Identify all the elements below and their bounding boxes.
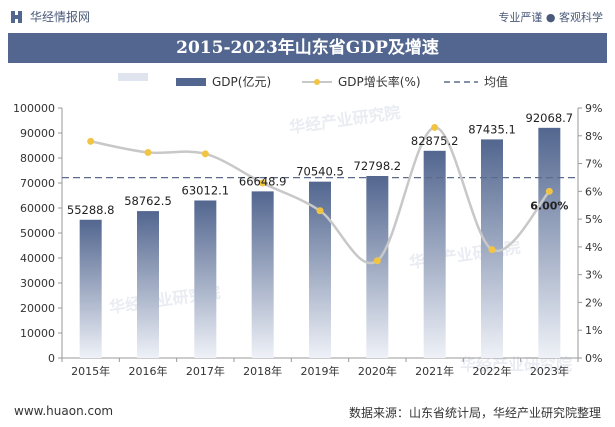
gdp-value-label: 92068.7: [526, 111, 574, 125]
gdp-value-label: 82875.2: [411, 134, 459, 148]
x-tick-label: 2021年: [415, 364, 454, 378]
footer-source: 数据来源：山东省统计局，华经产业研究院整理: [348, 406, 601, 420]
growth-rate-point: [316, 207, 324, 215]
gdp-bar: [79, 219, 102, 358]
gdp-value-label: 58762.5: [124, 194, 172, 208]
footer: www.huaon.com 数据来源：山东省统计局，华经产业研究院整理: [0, 398, 615, 427]
axes: 0 10000 20000 30000 40000 50000 60000 70000 8000…: [13, 102, 602, 378]
growth-rate-point: [201, 150, 209, 158]
y-right-tick-label: 3%: [585, 269, 602, 282]
y-right-tick-label: 2%: [585, 296, 602, 309]
legend-item-average: 均值: [444, 73, 508, 90]
legend-item-growth: GDP增长率(%): [302, 73, 421, 90]
gdp-bar: [366, 176, 389, 358]
gdp-value-label: 72798.2: [354, 159, 402, 173]
brand: 华经情报网: [10, 8, 90, 25]
growth-rate-point: [431, 123, 439, 131]
y-right-tick-label: 6%: [585, 185, 602, 198]
bars: [79, 127, 561, 358]
y-right-tick-label: 1%: [585, 324, 602, 337]
y-right-tick-label: 7%: [585, 158, 602, 171]
growth-rate-point: [373, 257, 381, 265]
legend-swatch-bar-light: [118, 73, 148, 81]
x-tick-label: 2018年: [243, 364, 282, 378]
gdp-bar: [137, 211, 159, 358]
legend-swatch-average: [444, 80, 478, 83]
y-left-tick-label: 30000: [20, 277, 55, 290]
legend-label-growth: GDP增长率(%): [338, 75, 421, 89]
gdp-value-label: 70540.5: [296, 165, 344, 179]
x-tick-label: 2016年: [129, 364, 168, 378]
y-right-tick-label: 4%: [585, 241, 602, 254]
growth-rate-point: [259, 179, 267, 187]
y-left-tick-label: 70000: [20, 177, 55, 190]
y-left-tick-label: 0: [48, 352, 55, 365]
footer-url: www.huaon.com: [14, 404, 114, 418]
growth-rate-highlight-label: 6.00%: [530, 199, 568, 212]
x-tick-label: 2023年: [530, 364, 569, 378]
y-left-tick-label: 40000: [20, 252, 55, 265]
gdp-bar: [194, 200, 217, 358]
growth-rate-point: [488, 246, 496, 254]
y-left-tick-label: 60000: [20, 202, 55, 215]
legend-item-gdp: GDP(亿元): [176, 73, 271, 90]
y-right-tick-label: 9%: [585, 102, 602, 115]
gdp-value-label: 66648.9: [239, 174, 287, 188]
y-right-tick-label: 5%: [585, 213, 602, 226]
growth-rate-line: [90, 126, 551, 265]
watermark-text: 华经产业研究院: [460, 355, 572, 374]
brand-logo-icon: [11, 10, 22, 23]
x-tick-label: 2022年: [473, 364, 512, 378]
gdp-bar: [309, 181, 331, 358]
legend: GDP(亿元) GDP增长率(%) 均值: [0, 71, 615, 93]
growth-line-group: [87, 123, 553, 265]
y-left-tick-label: 80000: [20, 152, 55, 165]
y-right-tick-label: 0%: [585, 352, 602, 365]
gdp-value-label: 55288.8: [67, 203, 115, 217]
top-bar: 华经情报网 专业严谨 ● 客观科学: [0, 0, 615, 34]
growth-rate-point: [144, 148, 152, 156]
legend-label-gdp: GDP(亿元): [212, 75, 272, 89]
brand-name: 华经情报网: [30, 10, 91, 24]
gdp-bar: [423, 150, 446, 358]
y-left-tick-label: 50000: [20, 227, 55, 240]
y-left-tick-label: 10000: [20, 327, 55, 340]
legend-swatch-line: [302, 78, 332, 85]
gdp-bar: [538, 127, 561, 358]
tagline: 专业严谨 ● 客观科学: [498, 11, 603, 24]
gdp-value-label: 87435.1: [468, 122, 516, 136]
legend-swatch-bar: [176, 77, 206, 86]
x-tick-label: 2017年: [186, 364, 225, 378]
gdp-value-label: 63012.1: [182, 183, 230, 197]
y-left-tick-label: 100000: [13, 102, 55, 115]
gdp-bar: [251, 191, 274, 358]
y-left-tick-label: 90000: [20, 127, 55, 140]
legend-label-average: 均值: [484, 75, 509, 89]
chart-title: 2015-2023年山东省GDP及增速: [8, 33, 607, 63]
y-right-tick-label: 8%: [585, 130, 602, 143]
growth-rate-point: [87, 137, 95, 145]
data-labels: 55288.8 58762.5 63012.1 66648.9 70540.5 72798…: [67, 111, 573, 217]
x-tick-label: 2020年: [358, 364, 397, 378]
growth-rate-point: [545, 187, 553, 195]
x-tick-label: 2015年: [71, 364, 110, 378]
x-tick-label: 2019年: [301, 364, 340, 378]
watermark-text: 华经产业研究院: [288, 103, 402, 137]
y-left-tick-label: 20000: [20, 302, 55, 315]
